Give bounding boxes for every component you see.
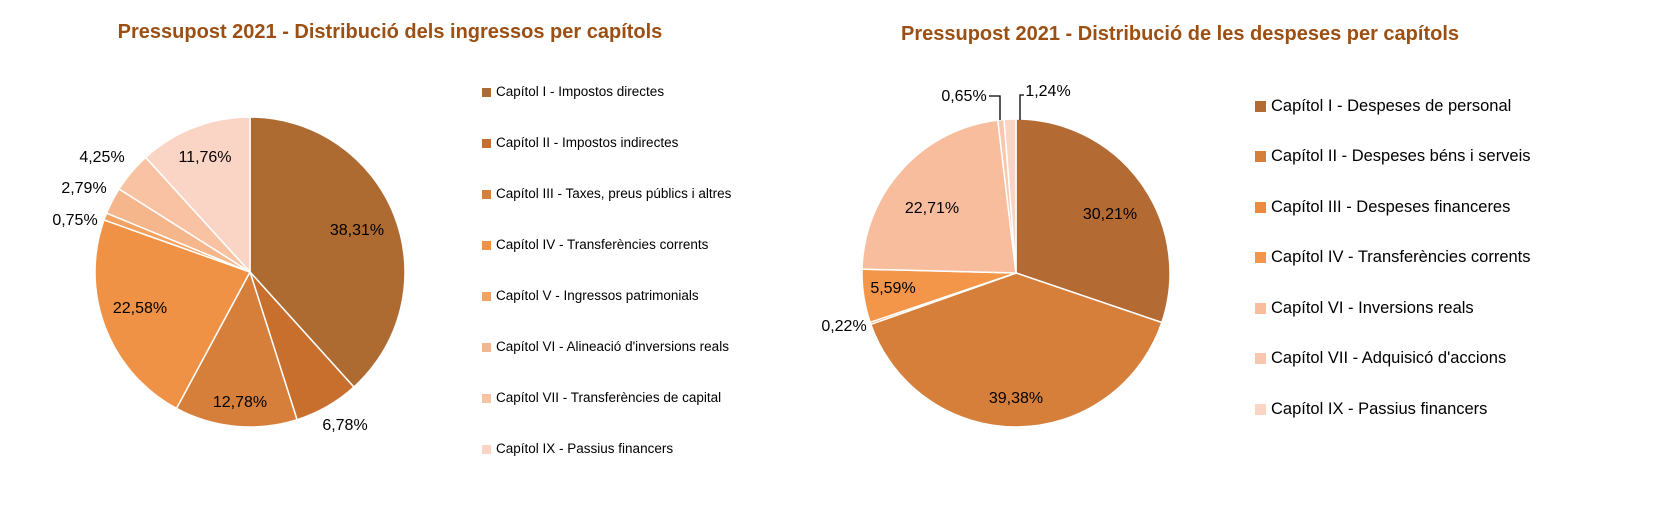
legend-swatch (482, 445, 491, 454)
leader-line (989, 95, 1001, 120)
data-label: 6,78% (322, 417, 367, 434)
legend-swatch (1255, 252, 1266, 263)
legend-swatch (482, 241, 491, 250)
pie-slice (1003, 118, 1017, 274)
pie-slice (1015, 118, 1171, 324)
data-label: 0,65% (941, 88, 986, 105)
legend-item-income-8: Capítol IX - Passius financers (482, 441, 673, 457)
data-label: 12,78% (213, 394, 267, 411)
legend-label: Capítol IX - Passius financers (1271, 400, 1488, 418)
legend-swatch (482, 292, 491, 301)
pie-slice (869, 272, 1163, 428)
legend-swatch (482, 139, 491, 148)
legend-label: Capítol VI - Alineació d'inversions real… (496, 339, 729, 354)
legend-item-expense-5: Capítol VI - Inversions reals (1255, 296, 1474, 320)
legend-item-expense-7: Capítol IX - Passius financers (1255, 397, 1487, 421)
legend-item-income-2: Capítol II - Impostos indirectes (482, 135, 678, 151)
legend-swatch (1255, 404, 1266, 415)
legend-label: Capítol I - Despeses de personal (1271, 97, 1512, 115)
legend-item-income-4: Capítol IV - Transferències corrents (482, 237, 708, 253)
legend-item-expense-1: Capítol I - Despeses de personal (1255, 94, 1511, 118)
pie-slice (144, 116, 251, 274)
legend-label: Capítol II - Impostos indirectes (496, 135, 679, 150)
data-label: 22,58% (113, 300, 167, 317)
legend-swatch (1255, 353, 1266, 364)
legend-item-expense-4: Capítol IV - Transferències corrents (1255, 245, 1531, 269)
pie-slice (175, 270, 299, 428)
data-label: 39,38% (989, 390, 1043, 407)
legend-label: Capítol IV - Transferències corrents (496, 237, 709, 252)
legend-item-income-1: Capítol I - Impostos directes (482, 84, 664, 100)
legend-swatch (482, 190, 491, 199)
legend-label: Capítol III - Despeses financeres (1271, 198, 1511, 216)
expense-chart-title: Pressupost 2021 - Distribució de les des… (901, 23, 1459, 45)
legend-label: Capítol II - Despeses béns i serveis (1271, 147, 1531, 165)
data-label: 30,21% (1083, 206, 1137, 223)
data-label: 38,31% (330, 222, 384, 239)
data-label: 22,71% (905, 200, 959, 217)
legend-swatch (482, 394, 491, 403)
legend-label: Capítol VII - Transferències de capital (496, 390, 722, 405)
legend-swatch (482, 343, 491, 352)
pie-slice (249, 116, 406, 389)
legend-label: Capítol VII - Adquisicó d'accions (1271, 349, 1507, 367)
expense-chart-panel: Pressupost 2021 - Distribució de les des… (820, 0, 1659, 506)
data-label: 2,79% (61, 180, 106, 197)
legend-item-income-6: Capítol VI - Alineació d'inversions real… (482, 339, 729, 355)
legend-item-income-5: Capítol V - Ingressos patrimonials (482, 288, 699, 304)
data-label: 4,25% (79, 149, 124, 166)
legend-swatch (1255, 151, 1266, 162)
data-label: 5,59% (870, 280, 915, 297)
legend-label: Capítol V - Ingressos patrimonials (496, 288, 699, 303)
income-chart-title: Pressupost 2021 - Distribució dels ingre… (117, 21, 663, 43)
income-chart-panel: Pressupost 2021 - Distribució dels ingre… (0, 0, 820, 506)
legend-swatch (482, 88, 491, 97)
legend-item-income-3: Capítol III - Taxes, preus públics i alt… (482, 186, 731, 202)
legend-item-expense-3: Capítol III - Despeses financeres (1255, 195, 1510, 219)
legend-label: Capítol IV - Transferències corrents (1271, 248, 1531, 266)
pie-slice (94, 218, 252, 410)
data-label: 0,75% (52, 212, 97, 229)
leader-line (1019, 94, 1024, 120)
data-label: 0,22% (821, 318, 866, 335)
legend-label: Capítol IX - Passius financers (496, 441, 674, 456)
legend-item-expense-6: Capítol VII - Adquisicó d'accions (1255, 346, 1506, 370)
legend-item-income-7: Capítol VII - Transferències de capital (482, 390, 721, 406)
income-pie-chart: 38,31% 6,78% 12,78% 22,58% 0,75% 2,79% 4,25% 11… (52, 116, 406, 434)
legend-label: Capítol III - Taxes, preus públics i alt… (496, 186, 732, 201)
legend-label: Capítol I - Impostos directes (496, 84, 665, 99)
legend-swatch (1255, 101, 1266, 112)
legend-swatch (1255, 303, 1266, 314)
data-label: 11,76% (178, 149, 231, 166)
legend-item-expense-2: Capítol II - Despeses béns i serveis (1255, 144, 1531, 168)
pie-slice (861, 119, 1017, 274)
expense-pie-chart: 30,21% 39,38% 0,22% 5,59% 22,71% 0,65% 1,24% (821, 83, 1171, 428)
legend-label: Capítol VI - Inversions reals (1271, 299, 1474, 317)
legend-swatch (1255, 202, 1266, 213)
data-label: 1,24% (1025, 83, 1070, 100)
